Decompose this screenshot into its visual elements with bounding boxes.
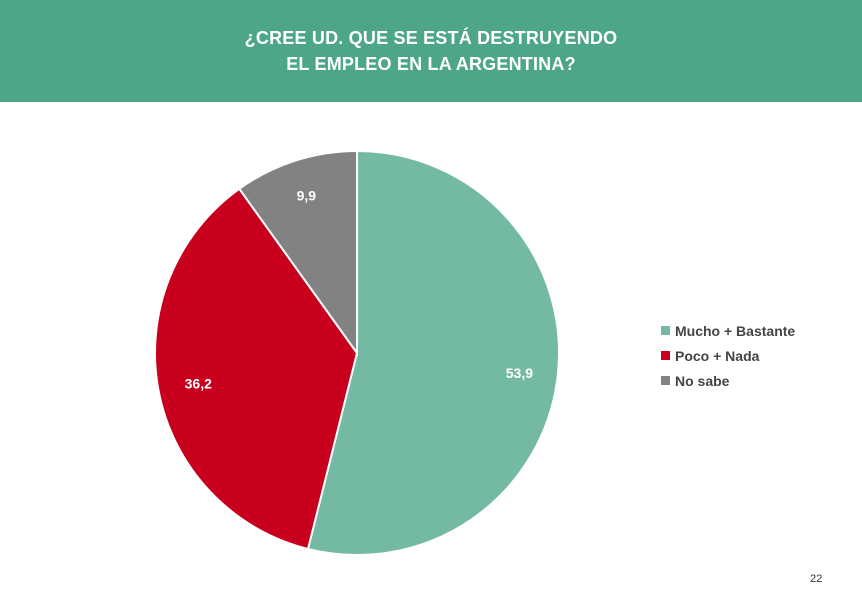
pie-slice-no-sabe: [237, 149, 358, 357]
legend-item-poco-nada: Poco + Nada: [661, 343, 795, 368]
pie-slice-poco-nada: [154, 187, 359, 551]
chart-title-line-1: ¿CREE UD. QUE SE ESTÁ DESTRUYENDO: [244, 28, 618, 48]
legend-swatch-no-sabe: [661, 376, 670, 385]
legend-swatch-mucho-bastante: [661, 326, 670, 335]
chart-title-line-2: EL EMPLEO EN LA ARGENTINA?: [286, 54, 576, 74]
legend-label: Mucho + Bastante: [675, 322, 796, 339]
title-banner: ¿CREE UD. QUE SE ESTÁ DESTRUYENDO EL EMP…: [0, 0, 862, 102]
legend-swatch-poco-nada: [661, 351, 670, 360]
legend-label: Poco + Nada: [675, 347, 760, 364]
legend-item-no-sabe: No sabe: [661, 368, 795, 393]
data-label: 9,9: [297, 187, 317, 203]
legend-item-mucho-bastante: Mucho + Bastante: [661, 318, 795, 343]
page-number: 22: [810, 573, 823, 585]
pie-slice-mucho-bastante: [306, 149, 560, 556]
legend-label: No sabe: [675, 372, 730, 389]
pie-data-labels: 53,9 36,2 9,9: [185, 187, 534, 391]
data-label: 53,9: [506, 365, 533, 381]
pie-slices: [154, 149, 560, 556]
data-label: 36,2: [185, 375, 212, 391]
legend: Mucho + Bastante Poco + Nada No sabe: [661, 318, 795, 393]
